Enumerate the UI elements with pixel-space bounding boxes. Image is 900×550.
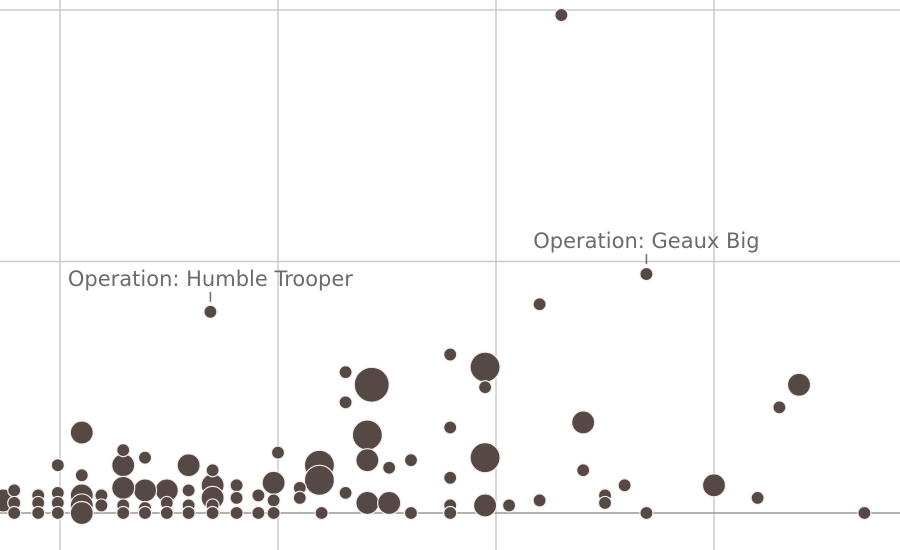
data-point-69 — [69, 500, 94, 526]
data-point-22 — [403, 505, 419, 521]
data-point-9 — [478, 380, 493, 395]
data-point-14 — [403, 453, 419, 468]
data-point-49 — [111, 475, 136, 500]
data-point-10 — [351, 419, 383, 451]
data-point-54 — [7, 483, 22, 498]
annotation-label-0: Operation: Humble Trooper — [68, 267, 353, 291]
data-point-13 — [382, 460, 397, 475]
data-point-26 — [501, 498, 517, 513]
data-point-7 — [338, 365, 353, 380]
data-point-48 — [132, 478, 158, 503]
data-point-82 — [597, 495, 613, 511]
data-point-60 — [94, 498, 109, 513]
data-point-28 — [261, 470, 286, 495]
data-point-85 — [701, 473, 727, 498]
data-point-31 — [266, 493, 281, 508]
data-point-46 — [181, 483, 196, 498]
data-point-89 — [857, 505, 872, 521]
data-point-25 — [473, 493, 498, 518]
data-point-24 — [443, 505, 458, 521]
data-point-12 — [355, 448, 380, 473]
data-point-79 — [576, 463, 591, 478]
data-point-42 — [205, 463, 220, 478]
data-point-1 — [203, 304, 218, 319]
data-point-43 — [137, 450, 153, 465]
data-point-87 — [772, 400, 787, 415]
data-point-19 — [338, 485, 353, 500]
data-point-39 — [116, 443, 131, 458]
data-point-35 — [229, 505, 244, 521]
data-point-36 — [69, 420, 94, 445]
data-point-67 — [31, 505, 46, 521]
data-point-73 — [181, 505, 196, 521]
data-point-77 — [251, 488, 266, 503]
data-point-33 — [314, 505, 329, 521]
data-point-38 — [74, 468, 89, 483]
data-point-78 — [571, 410, 596, 435]
data-point-15 — [443, 470, 458, 485]
data-point-0 — [554, 7, 569, 23]
data-point-88 — [786, 372, 812, 397]
data-point-66 — [7, 505, 22, 521]
data-point-30 — [292, 490, 307, 506]
data-point-74 — [205, 505, 220, 521]
data-point-21 — [377, 490, 402, 516]
annotation-label-1: Operation: Geaux Big — [533, 229, 759, 253]
data-point-5 — [469, 351, 501, 383]
data-point-11 — [443, 420, 458, 435]
data-point-8 — [338, 395, 353, 410]
data-point-81 — [617, 478, 632, 493]
data-point-3 — [532, 297, 547, 312]
data-point-18 — [303, 464, 336, 496]
data-point-32 — [266, 505, 281, 521]
data-point-27 — [270, 445, 286, 460]
data-point-76 — [229, 490, 244, 506]
data-point-75 — [229, 478, 244, 493]
data-point-16 — [469, 442, 501, 474]
data-point-84 — [639, 505, 654, 521]
data-point-6 — [443, 347, 458, 362]
data-point-41 — [176, 453, 201, 478]
data-point-71 — [137, 505, 153, 521]
dots-layer — [0, 7, 872, 526]
data-point-86 — [750, 490, 765, 506]
annotation-layer: Operation: Humble Trooper Operation: Geau… — [68, 229, 760, 302]
data-point-20 — [355, 490, 380, 516]
data-point-70 — [116, 505, 131, 521]
data-point-34 — [251, 505, 266, 521]
data-point-68 — [50, 505, 65, 521]
data-point-72 — [159, 505, 174, 521]
data-point-83 — [532, 493, 547, 508]
data-point-2 — [639, 266, 654, 282]
data-point-37 — [50, 458, 65, 473]
data-point-4 — [353, 366, 390, 403]
